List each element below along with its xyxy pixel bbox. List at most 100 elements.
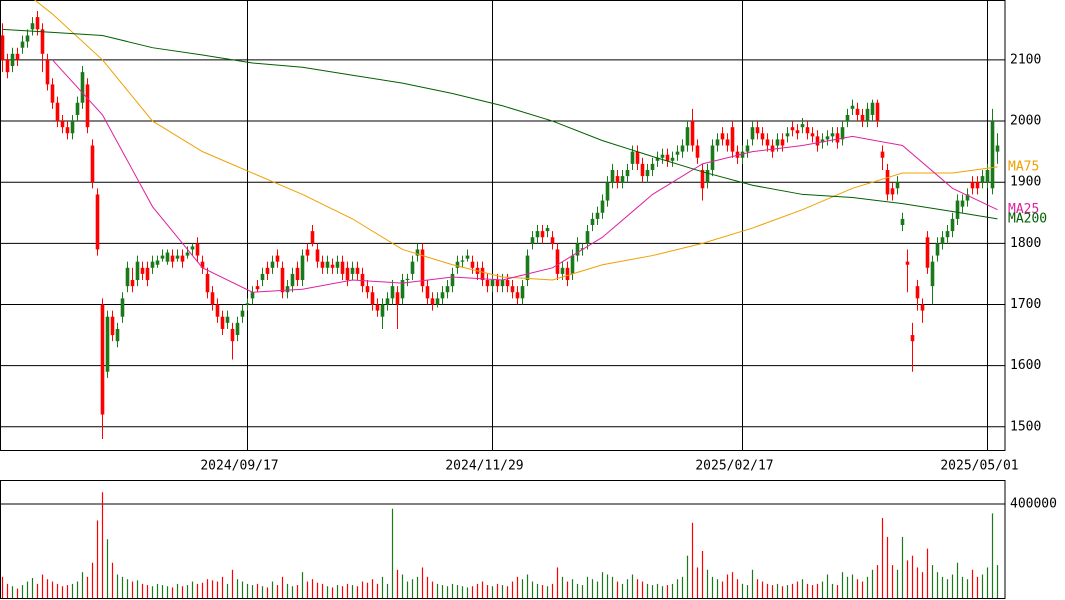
candle-body <box>70 121 75 134</box>
candle-body <box>565 267 570 281</box>
candle-body <box>660 154 665 158</box>
candle-body <box>155 260 160 265</box>
candle-body <box>140 267 145 274</box>
candle-body <box>105 316 110 372</box>
candle-body <box>695 145 700 158</box>
candle-body <box>460 260 465 262</box>
candle-body <box>30 23 35 30</box>
candle-body <box>910 335 915 342</box>
candle-body <box>175 255 180 259</box>
candle-body <box>960 200 965 207</box>
candle-body <box>465 255 470 259</box>
candle-body <box>740 151 745 158</box>
candle-body <box>350 267 355 274</box>
candle-body <box>720 133 725 140</box>
candle-body <box>595 212 600 219</box>
candle-body <box>90 145 95 183</box>
candle-body <box>990 121 995 189</box>
candle-body <box>920 304 925 311</box>
candle-body <box>560 267 565 274</box>
candle-body <box>230 328 235 342</box>
y-tick-label: 1900 <box>1010 175 1041 190</box>
y-tick-label: 2100 <box>1010 52 1041 67</box>
candle-body <box>895 182 900 189</box>
candle-body <box>715 139 720 146</box>
candle-body <box>490 280 495 287</box>
candle-body <box>280 267 285 293</box>
candle-body <box>450 273 455 287</box>
candle-body <box>650 163 655 170</box>
candle-body <box>995 145 1000 152</box>
y-tick-label: 1500 <box>1010 419 1041 434</box>
y-tick-label: 1700 <box>1010 297 1041 312</box>
candle-body <box>655 157 660 161</box>
candle-body <box>385 298 390 305</box>
candle-body <box>295 267 300 281</box>
candle-body <box>180 255 185 262</box>
volume-panel <box>0 480 1006 599</box>
y-tick-label: 1600 <box>1010 358 1041 373</box>
ma-line <box>2 28 998 220</box>
candle-body <box>880 151 885 158</box>
candle-body <box>270 261 275 268</box>
candle-body <box>120 298 125 317</box>
candle-body <box>520 286 525 299</box>
candle-body <box>45 59 50 85</box>
legend-label: MA200 <box>1008 211 1047 226</box>
candle-body <box>380 304 385 317</box>
candle-body <box>325 261 330 268</box>
candle-body <box>845 114 850 122</box>
candle-body <box>860 114 865 122</box>
candle-body <box>795 130 800 134</box>
candle-body <box>435 298 440 305</box>
candle-body <box>225 316 230 323</box>
candle-body <box>400 280 405 299</box>
candle-body <box>820 139 825 143</box>
candle-body <box>875 102 880 122</box>
candle-body <box>785 133 790 137</box>
y-tick-label: 2000 <box>1010 114 1041 129</box>
price-plot <box>0 0 1005 450</box>
candle-body <box>195 243 200 256</box>
candle-body <box>480 267 485 281</box>
candle-body <box>635 151 640 164</box>
candle-body <box>680 145 685 152</box>
candle-body <box>0 35 5 60</box>
candle-body <box>285 286 290 293</box>
candle-body <box>850 105 855 109</box>
candle-body <box>500 280 505 287</box>
candle-body <box>160 255 165 259</box>
candle-body <box>375 304 380 311</box>
candle-body <box>135 261 140 281</box>
candle-body <box>470 261 475 268</box>
labels: 1500 1600 1700 1800 1900 2000 2100 400000 2024/0… <box>200 52 1057 511</box>
candle-body <box>955 200 960 219</box>
candle-body <box>935 243 940 256</box>
candle-body <box>905 261 910 265</box>
candle-body <box>800 124 805 128</box>
candle-body <box>245 303 250 305</box>
candle-body <box>80 72 85 103</box>
candle-body <box>815 136 820 146</box>
candle-body <box>290 273 295 287</box>
candle-body <box>235 322 240 336</box>
candle-body <box>315 249 320 262</box>
price-panel <box>0 0 1006 451</box>
candle-body <box>125 267 130 287</box>
candle-body <box>110 316 115 336</box>
candle-body <box>840 127 845 140</box>
candle-body <box>335 261 340 268</box>
candle-body <box>780 139 785 146</box>
candle-body <box>5 59 10 73</box>
candle-body <box>420 249 425 287</box>
candle-body <box>505 280 510 287</box>
candle-body <box>550 237 555 244</box>
candle-body <box>430 298 435 305</box>
x-tick-label: 2024/09/17 <box>200 459 278 474</box>
candle-body <box>265 267 270 274</box>
candle-body <box>855 108 860 115</box>
candle-body <box>370 292 375 305</box>
candle-body <box>150 261 155 268</box>
candle-body <box>440 292 445 299</box>
